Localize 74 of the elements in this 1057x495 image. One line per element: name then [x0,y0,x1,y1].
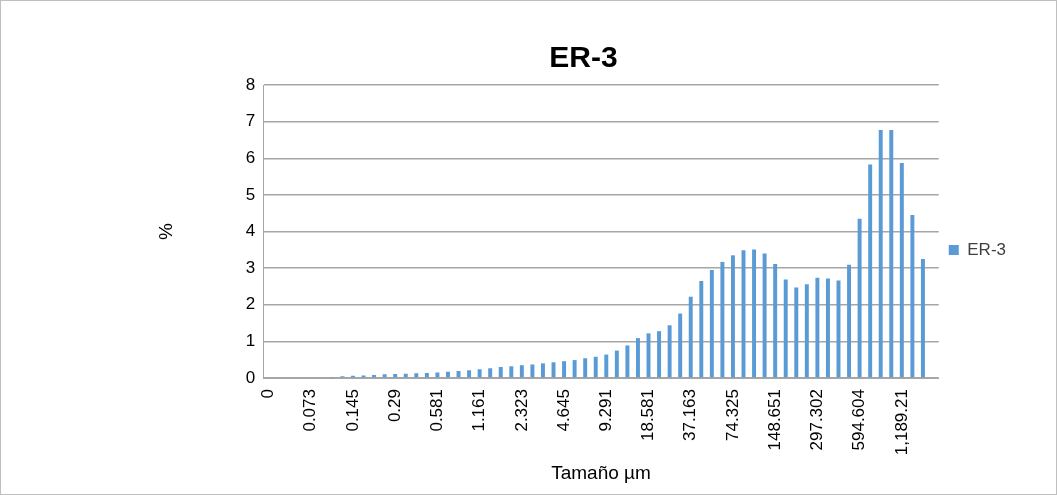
chart-title: ER-3 [549,40,618,74]
bar [562,361,567,378]
bar [509,366,514,378]
bar [720,261,725,378]
bar [773,264,778,378]
y-tick-label: 8 [245,74,256,94]
x-tick-label: 0.073 [300,389,320,432]
bar [445,371,450,378]
bar [752,249,757,378]
bar [593,356,598,378]
x-tick-label: 0.29 [384,389,404,423]
bar [625,345,630,378]
legend-label: ER-3 [967,239,1006,259]
bar [424,372,429,378]
bar [678,313,683,378]
bar [899,163,904,378]
bar [488,368,493,378]
bar [382,374,387,378]
x-tick-label: 594.604 [849,389,869,451]
bar [667,325,672,378]
bar [889,130,894,378]
x-tick-label: 0.581 [427,389,447,432]
bar [604,354,609,378]
y-tick-label: 5 [245,184,256,204]
bar [393,374,398,378]
bar [540,363,545,378]
x-tick-label: 74.325 [722,389,742,442]
bar [709,269,714,378]
bar [783,279,788,378]
bar [920,258,925,378]
x-tick-label: 37.163 [680,389,700,442]
x-tick-label: 18.581 [638,389,658,442]
x-tick-label: 148.651 [764,389,784,451]
x-tick-label: 0 [258,389,278,399]
y-tick-label: 3 [245,257,256,277]
bar [699,280,704,378]
x-tick-label: 2.323 [511,389,531,432]
bar [572,360,577,378]
bar [878,130,883,378]
bar [825,278,830,378]
bar [414,373,419,378]
bar [688,296,693,378]
y-axis-title: % [154,222,176,240]
bar [614,350,619,378]
bar [847,264,852,378]
x-tick-label: 4.645 [553,389,573,432]
x-tick-label: 297.302 [807,389,827,451]
bar [498,367,503,378]
bar [635,338,640,378]
x-tick-label: 0.145 [342,389,362,432]
bar [804,284,809,378]
y-tick-label: 6 [245,147,256,167]
bar [857,218,862,378]
x-axis-title: Tamaño µm [551,461,651,483]
bar [730,255,735,378]
bar [762,253,767,378]
x-tick-label: 9.291 [595,389,615,432]
bar [657,331,662,378]
bar [868,164,873,378]
bar [815,277,820,378]
bar [530,364,535,378]
x-tick-label: 1.161 [469,389,489,432]
y-tick-label: 1 [245,331,256,351]
bar [910,215,915,378]
bar [583,358,588,378]
bar [519,365,524,378]
y-tick-label: 2 [245,294,256,314]
x-tick-label: 1,189.21 [891,389,911,456]
bar [794,287,799,378]
y-tick-label: 7 [245,111,256,131]
y-tick-label: 4 [245,221,256,241]
bar [477,369,482,378]
bar [467,370,472,378]
y-tick-label: 0 [245,367,256,387]
